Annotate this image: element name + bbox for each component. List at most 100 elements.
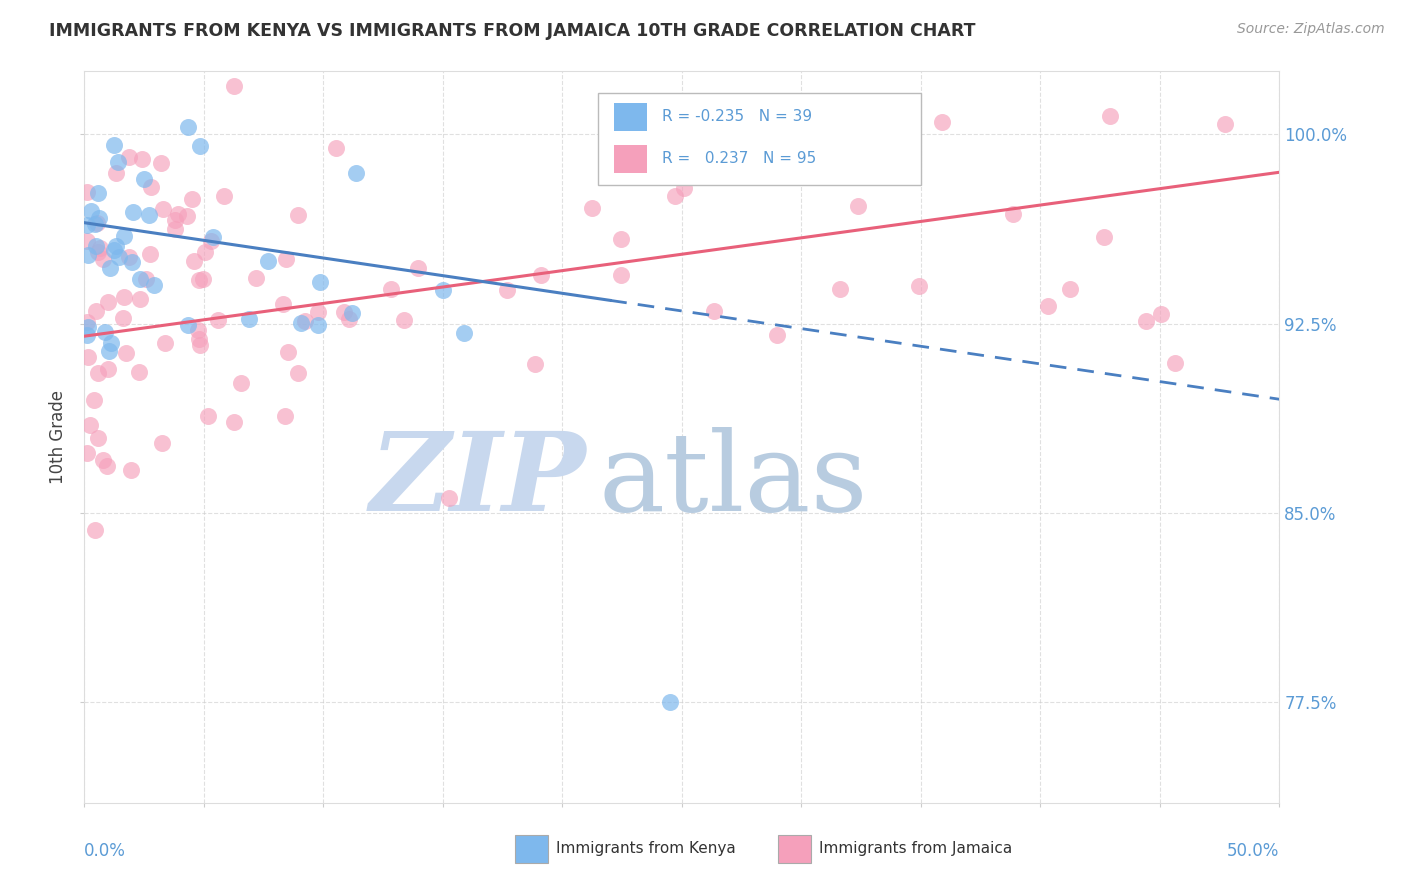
Point: [222, 415, 245, 429]
Point: [495, 283, 517, 297]
Y-axis label: 10th Grade: 10th Grade: [49, 390, 67, 484]
Point: [659, 695, 682, 709]
Text: R =   0.237   N = 95: R = 0.237 N = 95: [662, 152, 815, 166]
Point: [76, 185, 98, 199]
Point: [112, 228, 135, 243]
Point: [76, 327, 98, 342]
Point: [1036, 299, 1059, 313]
Point: [129, 292, 152, 306]
Point: [1098, 109, 1121, 123]
Point: [107, 251, 129, 265]
Point: [166, 207, 188, 221]
Point: [98, 261, 121, 276]
Point: [530, 268, 553, 282]
Point: [432, 283, 454, 297]
Point: [89, 242, 111, 256]
Point: [128, 271, 150, 285]
Point: [238, 312, 260, 326]
Text: 50.0%: 50.0%: [1227, 842, 1279, 860]
Point: [212, 189, 235, 203]
Point: [87, 211, 110, 226]
Point: [86, 216, 108, 230]
Point: [437, 491, 460, 505]
Point: [828, 282, 851, 296]
Point: [664, 188, 686, 202]
Point: [87, 186, 110, 201]
Point: [1135, 314, 1157, 328]
Point: [176, 210, 198, 224]
Point: [1092, 229, 1115, 244]
Point: [307, 318, 329, 333]
Point: [188, 338, 211, 352]
FancyBboxPatch shape: [614, 145, 647, 173]
Point: [581, 201, 603, 215]
Point: [277, 345, 299, 359]
Point: [105, 166, 128, 180]
Point: [76, 218, 98, 232]
Point: [153, 336, 176, 351]
Point: [132, 172, 155, 186]
Point: [191, 272, 214, 286]
Point: [229, 376, 252, 390]
Point: [183, 254, 205, 268]
Point: [103, 243, 125, 257]
Point: [76, 235, 98, 249]
Point: [76, 314, 98, 328]
Point: [131, 152, 153, 166]
Point: [83, 217, 105, 231]
Point: [274, 409, 297, 423]
Point: [193, 244, 215, 259]
Point: [117, 150, 139, 164]
Point: [207, 313, 229, 327]
Point: [931, 115, 953, 129]
Point: [609, 268, 631, 283]
Point: [97, 295, 120, 310]
Point: [118, 250, 141, 264]
Text: 0.0%: 0.0%: [84, 842, 127, 860]
Point: [84, 304, 107, 318]
Point: [408, 261, 430, 276]
Point: [224, 79, 246, 94]
Point: [139, 247, 162, 261]
Point: [120, 463, 142, 477]
Point: [76, 446, 98, 460]
Point: [150, 155, 173, 169]
Point: [177, 120, 200, 134]
Point: [342, 305, 364, 319]
Text: Immigrants from Kenya: Immigrants from Kenya: [557, 841, 737, 856]
Point: [112, 290, 135, 304]
Point: [176, 318, 198, 333]
Point: [141, 180, 163, 194]
Point: [307, 305, 329, 319]
Point: [103, 138, 125, 153]
Point: [84, 238, 107, 252]
Point: [907, 279, 929, 293]
Point: [1150, 307, 1173, 321]
Point: [83, 523, 105, 537]
Point: [121, 255, 143, 269]
Point: [181, 192, 204, 206]
Point: [308, 275, 330, 289]
FancyBboxPatch shape: [778, 835, 811, 863]
Point: [91, 252, 114, 267]
Point: [333, 305, 356, 319]
Text: Immigrants from Jamaica: Immigrants from Jamaica: [820, 841, 1012, 856]
Point: [294, 314, 316, 328]
Point: [187, 323, 209, 337]
Point: [1002, 206, 1025, 220]
Point: [152, 202, 174, 216]
Point: [273, 297, 295, 311]
Point: [290, 316, 312, 330]
Point: [672, 181, 695, 195]
Point: [848, 198, 870, 212]
Point: [76, 248, 98, 262]
Point: [138, 208, 160, 222]
Point: [256, 254, 278, 268]
Point: [394, 312, 416, 326]
Point: [524, 357, 547, 371]
Point: [200, 234, 222, 248]
Point: [274, 252, 297, 267]
Point: [344, 166, 367, 180]
Point: [610, 232, 633, 246]
Point: [325, 141, 347, 155]
